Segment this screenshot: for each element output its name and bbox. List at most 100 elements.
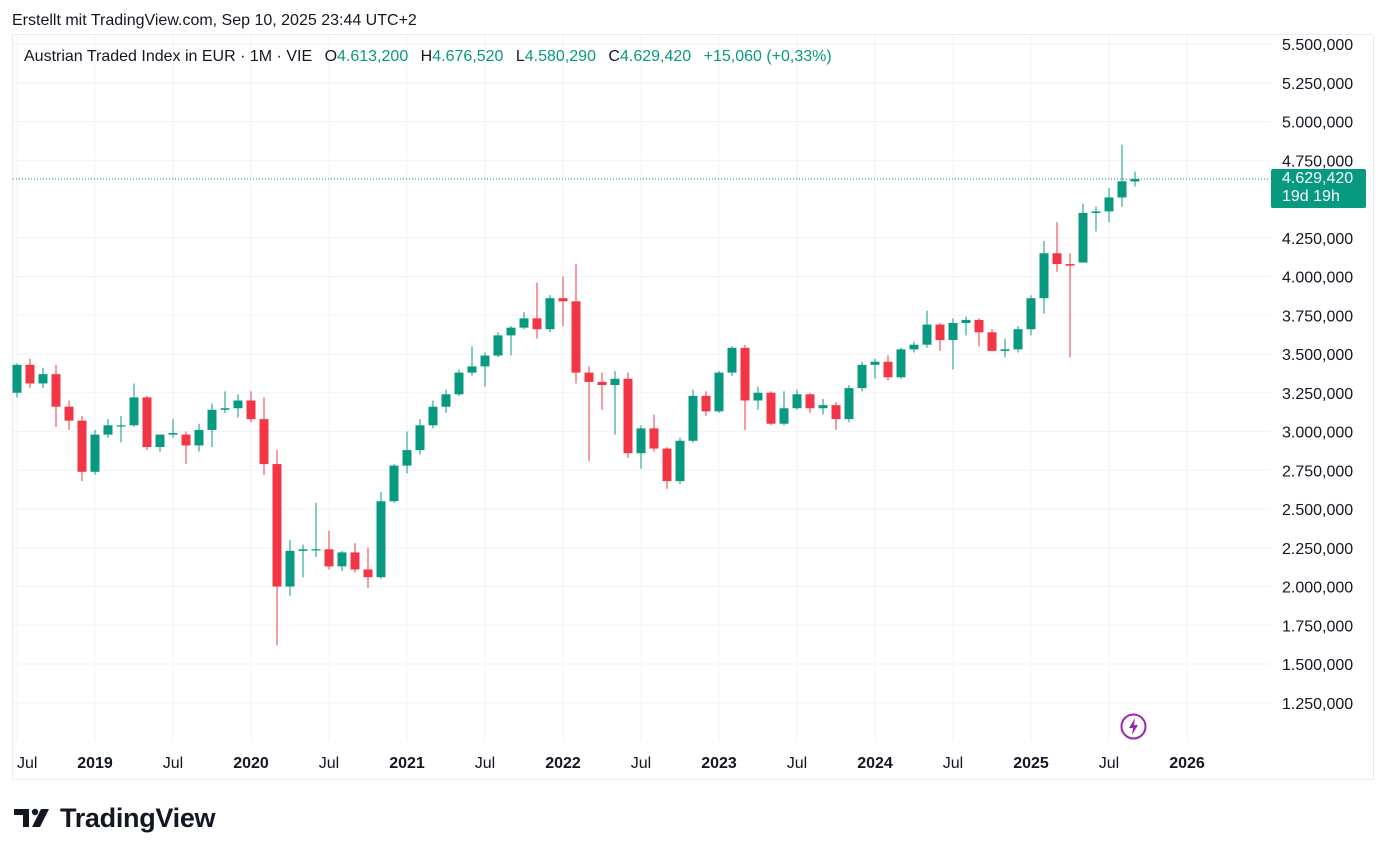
candle-body	[1091, 211, 1101, 213]
candle-body	[207, 409, 217, 430]
candle	[51, 364, 61, 427]
y-tick-label: 3.250,000	[1282, 386, 1353, 403]
candle	[415, 419, 425, 455]
y-tick-label: 5.250,000	[1282, 76, 1353, 93]
candle	[506, 326, 516, 356]
candle-body	[922, 324, 932, 345]
candle-body	[350, 552, 360, 570]
last-price-value: 4.629,420	[1282, 169, 1354, 187]
candle-body	[584, 372, 594, 382]
y-tick-label: 3.500,000	[1282, 347, 1353, 364]
candle	[272, 450, 282, 646]
candle-body	[597, 381, 607, 385]
candle-body	[493, 335, 503, 356]
candle-body	[428, 406, 438, 426]
lightning-bolt-icon[interactable]	[1120, 713, 1147, 740]
candle-body	[974, 319, 984, 333]
candle	[168, 419, 178, 438]
y-tick-label: 4.250,000	[1282, 231, 1353, 248]
candles	[12, 144, 1140, 646]
candle-body	[779, 408, 789, 424]
y-tick-label: 3.000,000	[1282, 425, 1353, 442]
candle-body	[298, 549, 308, 551]
legend-high-value: 4.676,520	[432, 48, 504, 65]
candle	[337, 550, 347, 571]
candle-body	[1078, 212, 1088, 263]
x-tick-label: 2025	[1013, 755, 1049, 772]
x-tick-label: 2024	[857, 755, 893, 772]
candle-body	[38, 374, 48, 384]
x-tick-label: 2021	[389, 755, 425, 772]
candle	[480, 352, 490, 387]
candle	[64, 400, 74, 430]
candle	[831, 402, 841, 430]
candle-body	[116, 425, 126, 427]
candle-body	[376, 501, 386, 578]
y-tick-label: 5.500,000	[1282, 37, 1353, 54]
candle-body	[610, 378, 620, 385]
candle	[922, 310, 932, 348]
candle	[467, 346, 477, 376]
x-tick-label: Jul	[163, 755, 183, 772]
candle-body	[675, 440, 685, 482]
candle-body	[818, 405, 828, 409]
candle-body	[1117, 181, 1127, 198]
candle-body	[766, 392, 776, 424]
candle	[363, 547, 373, 589]
candle	[792, 389, 802, 410]
legend-symbol: Austrian Traded Index in EUR · 1M · VIE	[24, 48, 313, 65]
candle-body	[480, 355, 490, 367]
x-tick-label: 2026	[1169, 755, 1205, 772]
candle-body	[883, 361, 893, 378]
candle	[389, 464, 399, 503]
chart-legend: Austrian Traded Index in EUR · 1M · VIE …	[24, 48, 832, 66]
candle	[688, 389, 698, 443]
candle	[103, 419, 113, 438]
candle	[285, 540, 295, 596]
candle-body	[415, 425, 425, 451]
candle	[740, 344, 750, 430]
y-tick-label: 2.000,000	[1282, 580, 1353, 597]
candle-body	[402, 450, 412, 466]
candle	[571, 264, 581, 384]
candle	[311, 502, 321, 558]
brand-logo[interactable]: TradingView	[14, 800, 216, 836]
candle-body	[12, 364, 22, 393]
candle	[584, 366, 594, 461]
candle-body	[311, 549, 321, 551]
candle	[974, 318, 984, 347]
candle	[610, 371, 620, 435]
candle	[207, 403, 217, 447]
candle-body	[25, 364, 35, 384]
candle	[870, 358, 880, 379]
chart-frame	[12, 34, 1374, 780]
candle	[194, 423, 204, 452]
candle	[961, 316, 971, 336]
candle-body	[519, 318, 529, 328]
candle	[428, 400, 438, 429]
candle-body	[64, 406, 74, 421]
candle	[883, 355, 893, 381]
candle	[38, 367, 48, 389]
y-tick-label: 2.500,000	[1282, 502, 1353, 519]
candle-body	[220, 408, 230, 410]
y-tick-label: 1.500,000	[1282, 657, 1353, 674]
legend-open-label: O	[324, 48, 338, 65]
candle	[1000, 338, 1010, 358]
candle	[675, 437, 685, 485]
candle	[1026, 295, 1036, 336]
candle	[727, 346, 737, 376]
candle-body	[337, 552, 347, 567]
x-tick-label: Jul	[943, 755, 963, 772]
x-tick-label: Jul	[17, 755, 37, 772]
x-tick-label: Jul	[319, 755, 339, 772]
price-axis: 5.500,000 5.250,000 5.000,000 4.750,000 4.25…	[1282, 37, 1353, 713]
candle-body	[181, 434, 191, 446]
candle-body	[454, 372, 464, 395]
candle-body	[233, 400, 243, 409]
candle	[805, 392, 815, 413]
candle-body	[545, 298, 555, 330]
candle	[519, 312, 529, 330]
candle-body	[90, 434, 100, 472]
